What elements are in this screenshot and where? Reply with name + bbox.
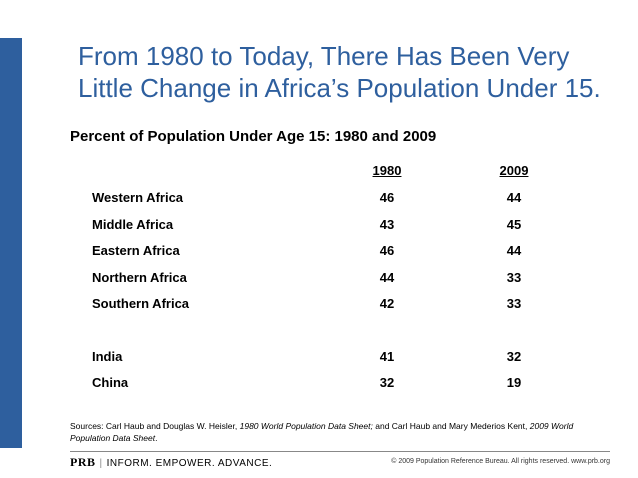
table-row: Northern Africa 44 33 (0, 270, 638, 290)
value-1980: 44 (379, 270, 395, 285)
table-row: India 41 32 (0, 349, 638, 369)
prb-tagline: INFORM. EMPOWER. ADVANCE. (106, 458, 273, 469)
sources-prefix: Sources: Carl Haub and Douglas W. Heisle… (70, 421, 240, 431)
value-2009: 45 (506, 217, 522, 232)
column-header-2009: 2009 (499, 163, 529, 178)
table-row: Middle Africa 43 45 (0, 217, 638, 237)
copyright-notice: © 2009 Population Reference Bureau. All … (391, 458, 610, 465)
value-1980: 42 (379, 296, 395, 311)
sources-middle: and Carl Haub and Mary Mederios Kent, (372, 421, 530, 431)
value-2009: 44 (506, 243, 522, 258)
table-row: Western Africa 46 44 (0, 190, 638, 210)
sources-title-1980: 1980 World Population Data Sheet; (239, 421, 373, 431)
region-name: Southern Africa (92, 296, 190, 311)
region-name: China (92, 375, 129, 390)
table-title: Percent of Population Under Age 15: 1980… (70, 128, 437, 145)
column-header-1980: 1980 (372, 163, 402, 178)
value-2009: 33 (506, 270, 522, 285)
value-1980: 43 (379, 217, 395, 232)
table-row: Eastern Africa 46 44 (0, 243, 638, 263)
region-name: Middle Africa (92, 217, 174, 232)
table-row: China 32 19 (0, 375, 638, 395)
value-2009: 33 (506, 296, 522, 311)
logo-separator: | (99, 458, 103, 469)
slide-title: From 1980 to Today, There Has Been Very … (78, 41, 601, 103)
sources-title-2009: 2009 World Population Data Sheet (70, 421, 574, 443)
region-name: Eastern Africa (92, 243, 180, 258)
region-name: India (92, 349, 123, 364)
table-row: Southern Africa 42 33 (0, 296, 638, 316)
value-1980: 41 (379, 349, 395, 364)
value-1980: 32 (379, 375, 395, 390)
region-name: Western Africa (92, 190, 184, 205)
prb-logo-text: PRB (70, 455, 96, 469)
footer-divider (70, 451, 610, 452)
value-2009: 44 (506, 190, 522, 205)
value-1980: 46 (379, 190, 395, 205)
value-2009: 19 (506, 375, 522, 390)
value-2009: 32 (506, 349, 522, 364)
side-accent-bar (0, 38, 22, 448)
region-name: Northern Africa (92, 270, 187, 285)
prb-logo: PRB | INFORM. EMPOWER. ADVANCE. (70, 455, 272, 470)
sources-suffix: . (155, 433, 158, 443)
value-1980: 46 (379, 243, 395, 258)
sources-note: Sources: Carl Haub and Douglas W. Heisle… (70, 420, 610, 444)
